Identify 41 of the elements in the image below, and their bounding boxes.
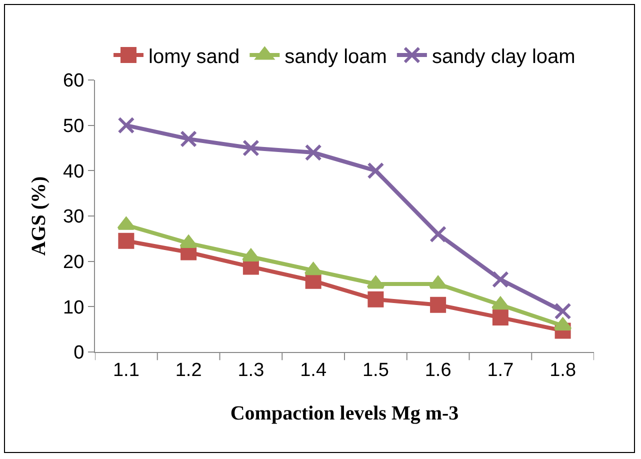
point — [429, 276, 448, 289]
x-tick-label: 1.4 — [300, 360, 327, 381]
x-tick-label: 1.6 — [424, 360, 452, 381]
point — [180, 235, 198, 248]
point — [491, 296, 510, 310]
y-tick-label: 60 — [63, 70, 84, 92]
point — [492, 270, 509, 288]
point — [554, 318, 572, 330]
legend-label: sandy clay loam — [432, 46, 576, 68]
x-tick-label: 1.5 — [362, 360, 389, 381]
point — [554, 302, 572, 320]
y-tick-label: 30 — [63, 206, 84, 228]
y-tick-label: 20 — [63, 252, 84, 273]
x-tick-label: 1.3 — [238, 360, 264, 381]
point — [305, 272, 322, 289]
point — [117, 217, 136, 230]
y-tick-label: 50 — [63, 116, 84, 137]
point — [430, 226, 447, 243]
point — [304, 144, 322, 162]
point — [492, 310, 508, 326]
x-tick-label: 1.7 — [487, 360, 514, 381]
x-tick-label: 1.2 — [175, 360, 202, 381]
point — [242, 248, 260, 262]
y-axis-title: AGS (%) — [28, 176, 50, 256]
point — [366, 276, 385, 289]
legend-label: sandy loam — [284, 46, 387, 68]
point — [118, 232, 134, 249]
legend-label: lomy sand — [148, 46, 240, 68]
point — [242, 140, 260, 156]
point — [368, 291, 384, 308]
point — [367, 162, 384, 180]
y-tick-label: 0 — [74, 342, 84, 364]
x-tick-label: 1.8 — [550, 360, 576, 381]
point — [118, 116, 135, 134]
x-tick-label: 1.1 — [112, 360, 140, 381]
y-tick-label: 10 — [63, 297, 84, 318]
y-tick-label: 40 — [63, 161, 84, 182]
x-axis-title: Compaction levels Mg m-3 — [230, 402, 459, 424]
point — [430, 296, 446, 313]
point — [180, 130, 198, 148]
point — [304, 262, 322, 276]
